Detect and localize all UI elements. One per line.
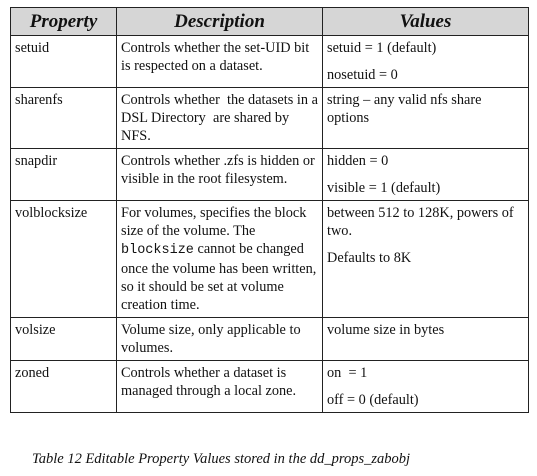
description-cell: Controls whether the datasets in a DSL D… (116, 87, 323, 149)
property-cell: volsize (10, 317, 117, 361)
header-description: Description (116, 7, 323, 36)
property-cell: snapdir (10, 148, 117, 201)
description-cell: Controls whether the set-UID bit is resp… (116, 35, 323, 88)
property-cell: setuid (10, 35, 117, 88)
table-row-snapdir: snapdir Controls whether .zfs is hidden … (10, 148, 529, 201)
code-term: blocksize (121, 243, 194, 258)
value-line: string – any valid nfs share options (327, 92, 482, 126)
table-row-volsize: volsize Volume size, only applicable to … (10, 317, 529, 361)
values-cell: on = 1 off = 0 (default) (322, 360, 529, 413)
value-line: setuid = 1 (default) (327, 40, 437, 56)
value-line: on = 1 (327, 365, 368, 381)
header-values: Values (322, 7, 529, 36)
description-text: cannot be changed once the volume has be… (121, 241, 317, 313)
values-cell: string – any valid nfs share options (322, 87, 529, 149)
description-cell: Controls whether a dataset is managed th… (116, 360, 323, 413)
value-line: Defaults to 8K (327, 250, 412, 266)
value-line: between 512 to 128K, powers of two. (327, 205, 514, 239)
table-caption: Table 12 Editable Property Values stored… (32, 451, 411, 467)
description-text: For volumes, specifies the block size of… (121, 205, 307, 239)
value-line: hidden = 0 (327, 153, 389, 169)
description-cell: Controls whether .zfs is hidden or visib… (116, 148, 323, 201)
description-cell: For volumes, specifies the block size of… (116, 200, 323, 318)
table-row-zoned: zoned Controls whether a dataset is mana… (10, 360, 529, 413)
property-cell: sharenfs (10, 87, 117, 149)
table-header-row: Property Description Values (10, 7, 529, 36)
header-property: Property (10, 7, 117, 36)
property-values-table: Property Description Values setuid Contr… (10, 7, 529, 413)
table-row-volblocksize: volblocksize For volumes, specifies the … (10, 200, 529, 318)
value-line: volume size in bytes (327, 322, 445, 338)
value-line: visible = 1 (default) (327, 180, 441, 196)
value-line: nosetuid = 0 (327, 67, 398, 83)
table-row-sharenfs: sharenfs Controls whether the datasets i… (10, 87, 529, 149)
description-cell: Volume size, only applicable to volumes. (116, 317, 323, 361)
table-row-setuid: setuid Controls whether the set-UID bit … (10, 35, 529, 88)
value-line: off = 0 (default) (327, 392, 419, 408)
property-cell: zoned (10, 360, 117, 413)
values-cell: between 512 to 128K, powers of two. Defa… (322, 200, 529, 318)
values-cell: setuid = 1 (default) nosetuid = 0 (322, 35, 529, 88)
values-cell: volume size in bytes (322, 317, 529, 361)
values-cell: hidden = 0 visible = 1 (default) (322, 148, 529, 201)
property-cell: volblocksize (10, 200, 117, 318)
